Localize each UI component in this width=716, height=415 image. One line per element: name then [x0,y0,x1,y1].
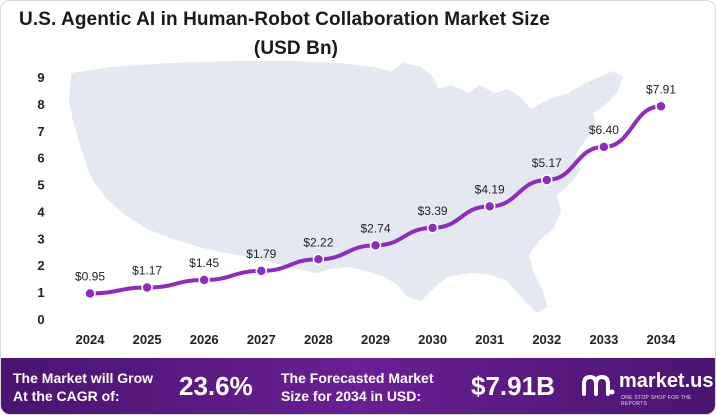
x-tick-label: 2030 [418,332,447,347]
data-point [255,265,268,277]
x-tick-label: 2027 [247,332,276,347]
series-line [88,104,663,296]
data-label: $2.22 [303,235,333,249]
x-tick-label: 2034 [647,332,677,347]
y-tick-label: 8 [37,97,44,112]
data-point [141,281,153,294]
data-label: $7.91 [646,82,676,96]
data-point [541,174,553,186]
data-label: $0.95 [75,269,105,283]
chart-subtitle: (USD Bn) [253,38,339,59]
data-label: $3.39 [418,204,448,218]
data-point [655,100,667,113]
forecast-value: $7.91B [471,371,555,401]
x-tick-label: 2028 [304,332,333,347]
footer-banner: The Market will Grow At the CAGR of: 23.… [1,358,715,414]
data-point [198,274,210,286]
data-label: $6.40 [589,123,619,137]
x-tick-label: 2025 [133,332,162,347]
brand-name: market.us [619,370,714,392]
y-tick-label: 2 [37,258,44,273]
x-tick-label: 2033 [589,332,618,347]
brand-tagline: ONE STOP SHOP FOR THE REPORTS [621,395,692,407]
market-us-logo-icon [582,374,615,396]
y-tick-label: 6 [37,151,44,166]
cagr-label: The Market will Grow At the CAGR of: [13,370,154,404]
line-chart: 0 1 2 3 4 5 6 7 8 9 2024 2025 2026 2027 2028 2029 2030 2… [37,61,677,347]
chart-title: U.S. Agentic AI in Human-Robot Collabora… [19,9,550,30]
data-label: $4.19 [475,182,505,196]
x-tick-label: 2026 [190,332,219,347]
y-tick-label: 9 [37,70,44,85]
data-label: $1.45 [189,256,219,270]
data-label: $1.79 [246,247,276,261]
data-point [483,200,496,213]
x-tick-label: 2024 [76,332,106,347]
x-tick-label: 2032 [532,332,561,347]
forecast-label: The Forecasted Market Size for 2034 in U… [281,370,434,404]
data-point [426,222,439,234]
y-tick-label: 0 [37,312,44,327]
data-point [598,141,610,153]
usa-map-shape [69,61,623,313]
y-tick-label: 1 [37,285,44,300]
data-point [84,287,96,300]
y-tick-label: 7 [37,124,44,139]
cagr-value: 23.6% [179,371,253,401]
data-point [369,239,382,252]
data-label: $2.74 [360,221,390,235]
data-label: $5.17 [532,156,562,170]
x-tick-label: 2029 [361,332,390,347]
x-tick-label: 2031 [475,332,504,347]
y-tick-label: 5 [37,178,44,193]
data-point [312,253,325,266]
y-tick-label: 3 [37,231,44,246]
data-label: $1.17 [132,264,162,278]
y-tick-label: 4 [37,204,45,219]
